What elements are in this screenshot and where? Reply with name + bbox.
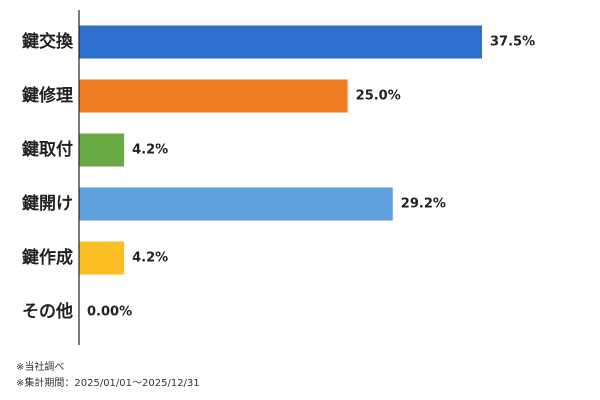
value-label-3: 29.2% [401,197,446,212]
bar-0 [79,25,482,59]
footnote-period: ※集計期間：2025/01/01～2025/12/31 [16,378,200,389]
bar-3 [79,187,393,221]
category-label-3: 鍵開け [22,193,73,214]
category-label-4: 鍵作成 [22,247,73,268]
value-label-2: 4.2% [132,143,168,158]
category-label-0: 鍵交換 [22,31,74,52]
value-label-0: 37.5% [490,35,535,50]
bar-2 [79,133,125,167]
value-label-5: 0.00% [87,305,132,320]
value-labels: 37.5% 25.0% 4.2% 29.2% 4.2% 0.00% [87,35,535,320]
category-label-5: その他 [22,301,73,322]
value-label-4: 4.2% [132,251,168,266]
category-label-2: 鍵取付 [22,139,73,160]
footnote-source: ※当社調べ [16,362,65,373]
bars-group [79,25,482,275]
category-label-1: 鍵修理 [22,85,73,106]
bar-1 [79,79,348,113]
value-label-1: 25.0% [356,89,401,104]
bar-4 [79,241,125,275]
